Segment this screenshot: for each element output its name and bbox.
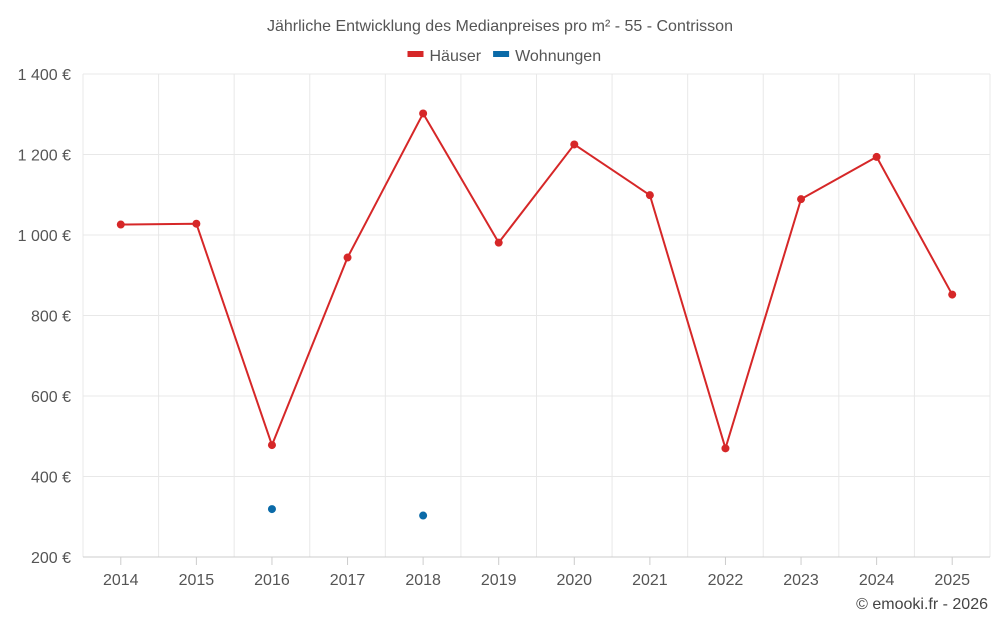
data-point[interactable]: [267, 505, 276, 514]
data-point[interactable]: [343, 253, 352, 262]
y-tick-label: 1 000 €: [18, 228, 71, 245]
legend-label: Wohnungen: [515, 48, 601, 65]
x-tick-label: 2014: [103, 572, 139, 589]
x-tick-label: 2016: [254, 572, 290, 589]
x-tick-label: 2019: [481, 572, 517, 589]
y-tick-label: 1 200 €: [18, 148, 71, 165]
legend: Häuser Wohnungen: [407, 48, 601, 65]
y-tick-label: 600 €: [31, 389, 71, 406]
x-tick-label: 2022: [708, 572, 744, 589]
data-point[interactable]: [570, 140, 579, 149]
legend-item-1[interactable]: Wohnungen: [493, 48, 601, 65]
x-tick-label: 2024: [859, 572, 895, 589]
data-point[interactable]: [419, 109, 428, 118]
data-point[interactable]: [797, 195, 806, 204]
x-tick-label: 2015: [179, 572, 215, 589]
data-point[interactable]: [721, 444, 730, 453]
data-point[interactable]: [116, 220, 125, 229]
x-tick-label: 2025: [934, 572, 970, 589]
data-point[interactable]: [494, 238, 503, 247]
legend-item-0[interactable]: Häuser: [407, 48, 482, 65]
x-tick-label: 2021: [632, 572, 668, 589]
y-tick-label: 800 €: [31, 309, 71, 326]
x-tick-label: 2018: [405, 572, 441, 589]
data-point[interactable]: [192, 219, 201, 228]
data-point[interactable]: [948, 290, 957, 299]
chart-title: Jährliche Entwicklung des Medianpreises …: [267, 18, 733, 35]
data-point[interactable]: [419, 511, 428, 520]
legend-swatch: [493, 51, 510, 57]
data-point[interactable]: [872, 152, 881, 161]
x-tick-label: 2020: [556, 572, 592, 589]
x-tick-label: 2017: [330, 572, 366, 589]
y-tick-label: 1 400 €: [18, 67, 71, 84]
axes: 200 € 400 € 600 € 800 € 1 000 € 1 200 € 1 400 …: [18, 67, 990, 589]
data-point[interactable]: [267, 441, 276, 450]
credit-text: © emooki.fr - 2026: [856, 596, 988, 613]
y-tick-label: 200 €: [31, 550, 71, 567]
y-tick-label: 400 €: [31, 470, 71, 487]
series-line-0: [120, 112, 954, 450]
data-point[interactable]: [645, 191, 654, 200]
series-layer: [116, 109, 957, 520]
x-tick-label: 2023: [783, 572, 819, 589]
legend-label: Häuser: [430, 48, 482, 65]
grid: [82, 73, 991, 558]
legend-swatch: [407, 51, 424, 57]
